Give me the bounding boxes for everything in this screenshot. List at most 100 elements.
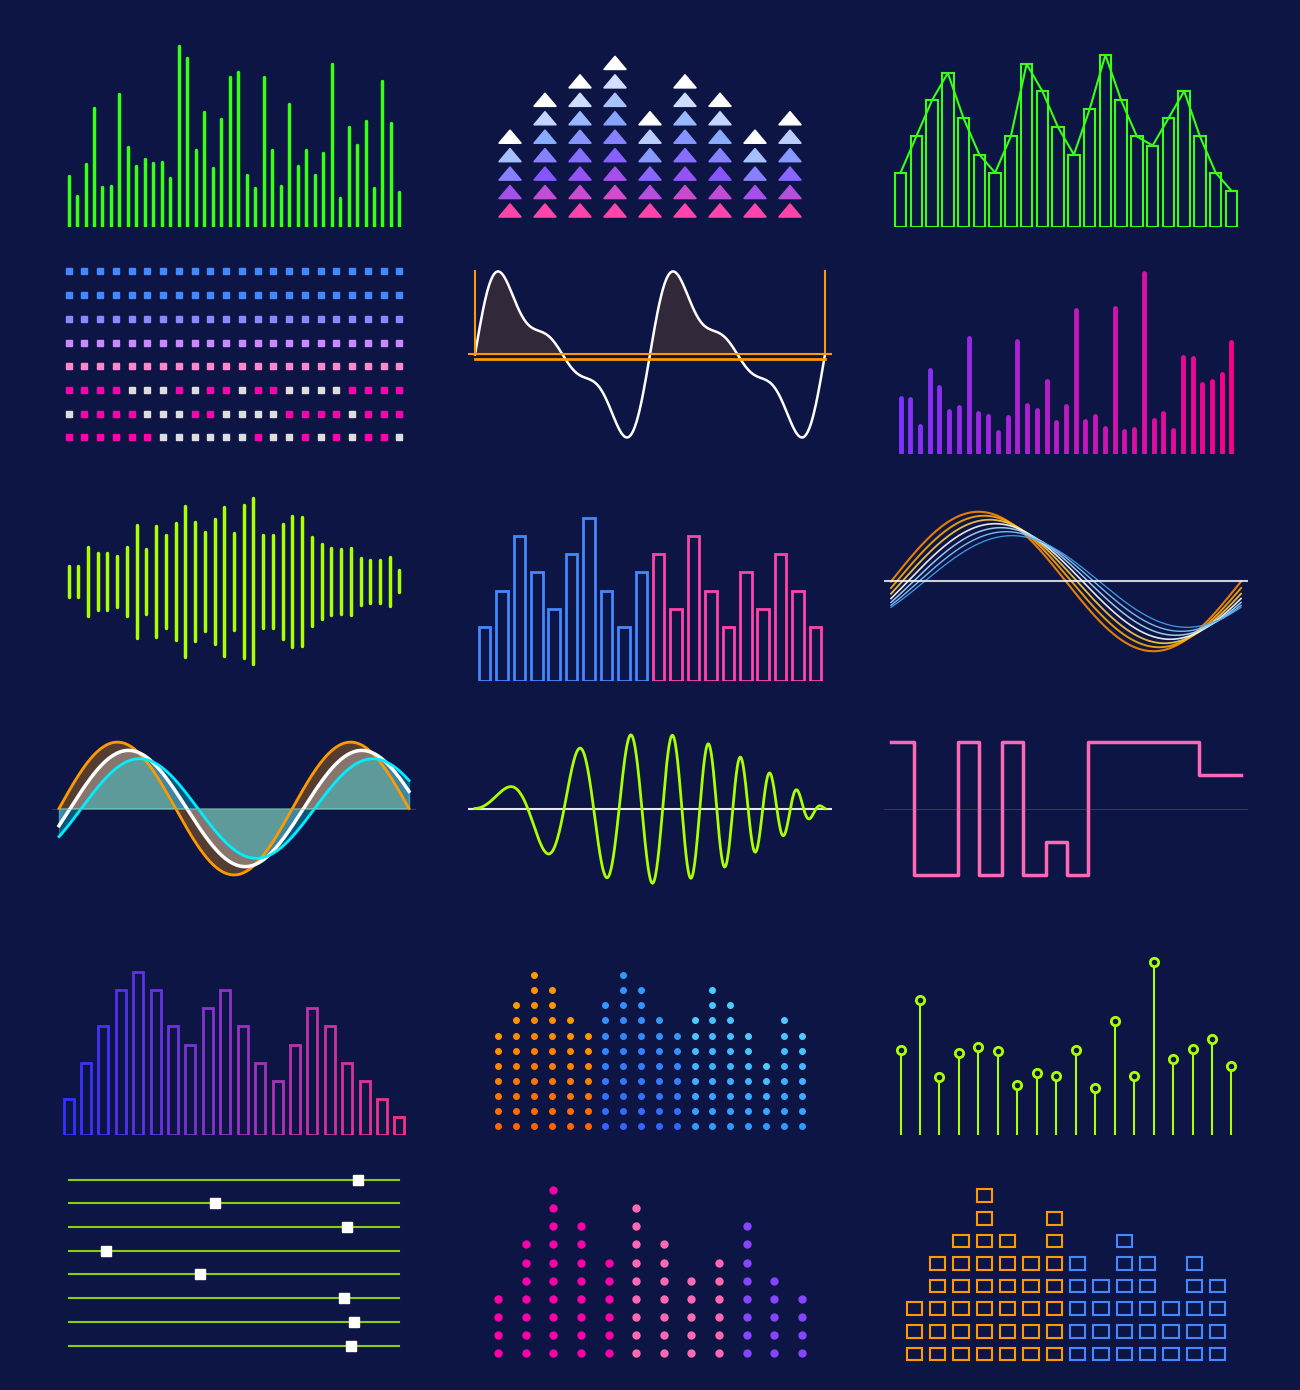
Bar — [1093, 1280, 1109, 1293]
Polygon shape — [603, 185, 627, 199]
Bar — [549, 609, 560, 681]
Bar — [906, 1325, 922, 1337]
Bar — [976, 1280, 992, 1293]
Polygon shape — [744, 131, 766, 143]
Polygon shape — [638, 111, 662, 125]
Bar — [1140, 1325, 1156, 1337]
Polygon shape — [708, 204, 731, 217]
Bar — [1117, 1302, 1132, 1315]
Bar — [1162, 118, 1174, 227]
Bar — [514, 537, 525, 681]
Bar — [1046, 1302, 1062, 1315]
Polygon shape — [638, 149, 662, 161]
Bar — [1117, 1257, 1132, 1270]
Bar — [792, 591, 803, 681]
Bar — [688, 537, 699, 681]
Bar — [1164, 1325, 1179, 1337]
Polygon shape — [744, 167, 766, 181]
Bar — [238, 1026, 248, 1136]
Bar — [1070, 1280, 1085, 1293]
Bar — [255, 1063, 265, 1136]
Bar — [566, 555, 577, 681]
Bar — [1210, 1302, 1226, 1315]
Bar — [394, 1118, 404, 1136]
Polygon shape — [708, 93, 731, 107]
Bar — [723, 627, 734, 681]
Bar — [1164, 1302, 1179, 1315]
Polygon shape — [499, 185, 521, 199]
Bar — [930, 1280, 945, 1293]
Polygon shape — [779, 167, 801, 181]
Bar — [976, 1325, 992, 1337]
Bar — [377, 1099, 387, 1136]
Bar — [1046, 1212, 1062, 1225]
Bar — [1084, 110, 1096, 227]
Bar — [64, 1099, 74, 1136]
Bar — [1070, 1257, 1085, 1270]
Bar — [930, 1302, 945, 1315]
Bar — [976, 1302, 992, 1315]
Bar — [1000, 1280, 1015, 1293]
Bar — [671, 609, 683, 681]
Bar — [360, 1081, 369, 1136]
Bar — [930, 1325, 945, 1337]
Bar — [1020, 64, 1032, 227]
Bar — [906, 1348, 922, 1361]
Polygon shape — [638, 204, 662, 217]
Polygon shape — [603, 93, 627, 107]
Polygon shape — [499, 149, 521, 161]
Bar — [1164, 1348, 1179, 1361]
Polygon shape — [673, 111, 697, 125]
Polygon shape — [569, 167, 592, 181]
Bar — [1117, 1325, 1132, 1337]
Bar — [953, 1302, 968, 1315]
Bar — [618, 627, 629, 681]
Bar — [1000, 1348, 1015, 1361]
Bar — [810, 627, 822, 681]
Polygon shape — [534, 204, 556, 217]
Bar — [1117, 1280, 1132, 1293]
Bar — [220, 990, 230, 1136]
Bar — [530, 573, 542, 681]
Bar — [1023, 1280, 1039, 1293]
Polygon shape — [603, 131, 627, 143]
Bar — [976, 1234, 992, 1247]
Polygon shape — [569, 111, 592, 125]
Bar — [705, 591, 716, 681]
Bar — [1226, 190, 1238, 227]
Polygon shape — [603, 167, 627, 181]
Bar — [1070, 1302, 1085, 1315]
Bar — [116, 990, 126, 1136]
Bar — [1187, 1280, 1202, 1293]
Bar — [1117, 1348, 1132, 1361]
Bar — [1000, 1325, 1015, 1337]
Polygon shape — [534, 93, 556, 107]
Bar — [1036, 92, 1048, 227]
Bar — [186, 1045, 195, 1136]
Polygon shape — [673, 185, 697, 199]
Bar — [584, 518, 595, 681]
Polygon shape — [603, 149, 627, 161]
Polygon shape — [638, 167, 662, 181]
Polygon shape — [744, 204, 766, 217]
Bar — [976, 1348, 992, 1361]
Bar — [168, 1026, 178, 1136]
Bar — [953, 1257, 968, 1270]
Bar — [290, 1045, 300, 1136]
Bar — [1005, 136, 1017, 227]
Bar — [1070, 1325, 1085, 1337]
Bar — [1178, 92, 1190, 227]
Bar — [1187, 1257, 1202, 1270]
Bar — [636, 573, 647, 681]
Bar — [974, 154, 985, 227]
Polygon shape — [499, 131, 521, 143]
Polygon shape — [638, 131, 662, 143]
Bar — [1000, 1302, 1015, 1315]
Bar — [1187, 1325, 1202, 1337]
Bar — [1052, 128, 1063, 227]
Bar — [1140, 1302, 1156, 1315]
Polygon shape — [569, 149, 592, 161]
Polygon shape — [708, 149, 731, 161]
Bar — [133, 972, 143, 1136]
Polygon shape — [569, 93, 592, 107]
